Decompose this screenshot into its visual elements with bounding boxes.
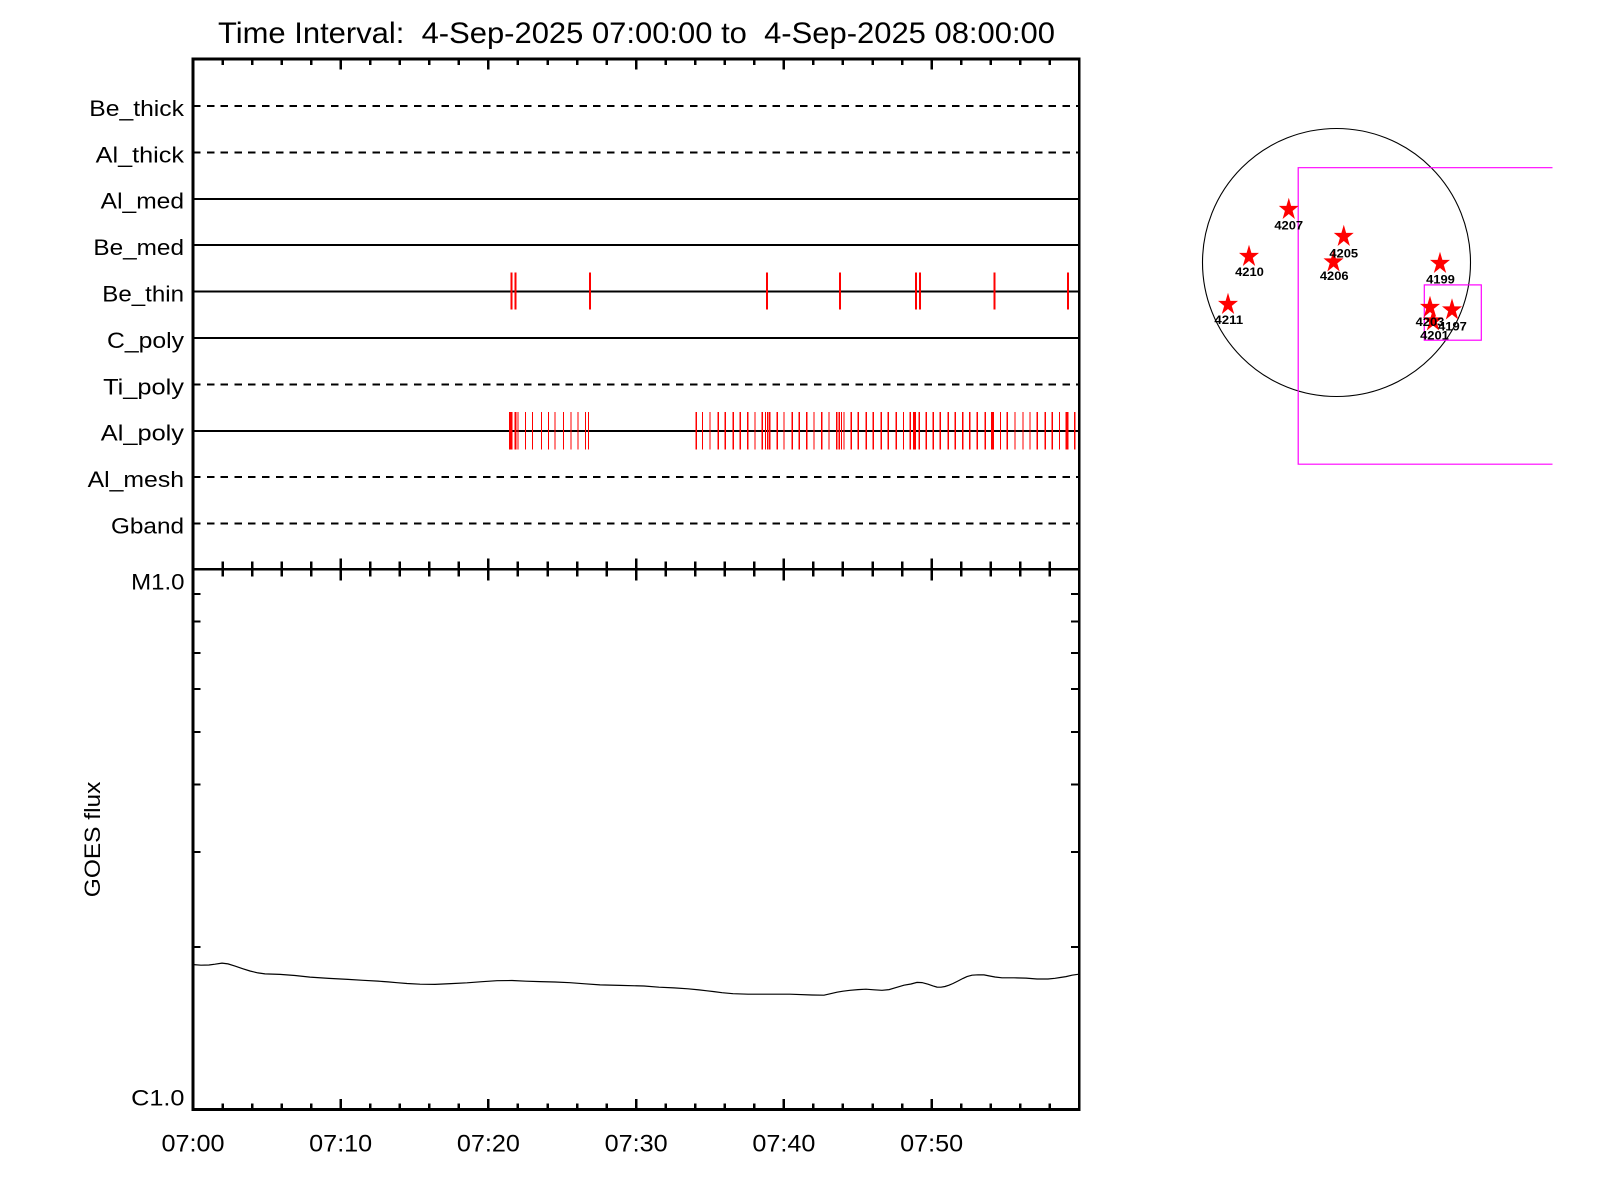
svg-text:07:20: 07:20 <box>457 1131 520 1158</box>
svg-text:Be_thick: Be_thick <box>89 96 185 121</box>
svg-text:C_poly: C_poly <box>107 328 184 353</box>
svg-text:07:00: 07:00 <box>162 1131 225 1158</box>
svg-text:4211: 4211 <box>1214 315 1243 327</box>
svg-text:4210: 4210 <box>1235 267 1264 279</box>
svg-text:M1.0: M1.0 <box>131 569 184 594</box>
svg-text:Al_thick: Al_thick <box>96 142 185 167</box>
svg-text:Be_thin: Be_thin <box>102 282 184 307</box>
svg-text:07:10: 07:10 <box>309 1131 372 1158</box>
svg-text:4203: 4203 <box>1416 317 1445 329</box>
svg-text:4205: 4205 <box>1329 249 1358 261</box>
svg-text:07:30: 07:30 <box>605 1131 668 1158</box>
svg-text:Gband: Gband <box>111 514 184 539</box>
svg-text:Time Interval: 4-Sep-2025 07:: Time Interval: 4-Sep-2025 07:00:00 to 4-… <box>218 17 1055 50</box>
svg-text:Be_med: Be_med <box>93 235 184 260</box>
svg-text:07:50: 07:50 <box>900 1131 963 1158</box>
svg-text:Ti_poly: Ti_poly <box>103 374 184 399</box>
svg-text:GOES flux: GOES flux <box>80 782 105 898</box>
svg-text:Al_med: Al_med <box>101 189 184 214</box>
svg-text:C1.0: C1.0 <box>131 1086 184 1111</box>
svg-text:Al_mesh: Al_mesh <box>88 467 184 492</box>
svg-text:4197: 4197 <box>1438 322 1467 334</box>
svg-text:4201: 4201 <box>1420 331 1449 343</box>
svg-text:Al_poly: Al_poly <box>101 421 184 446</box>
svg-text:4206: 4206 <box>1320 271 1349 283</box>
svg-text:4207: 4207 <box>1274 221 1303 233</box>
svg-text:07:40: 07:40 <box>752 1131 815 1158</box>
svg-text:4199: 4199 <box>1426 275 1455 287</box>
